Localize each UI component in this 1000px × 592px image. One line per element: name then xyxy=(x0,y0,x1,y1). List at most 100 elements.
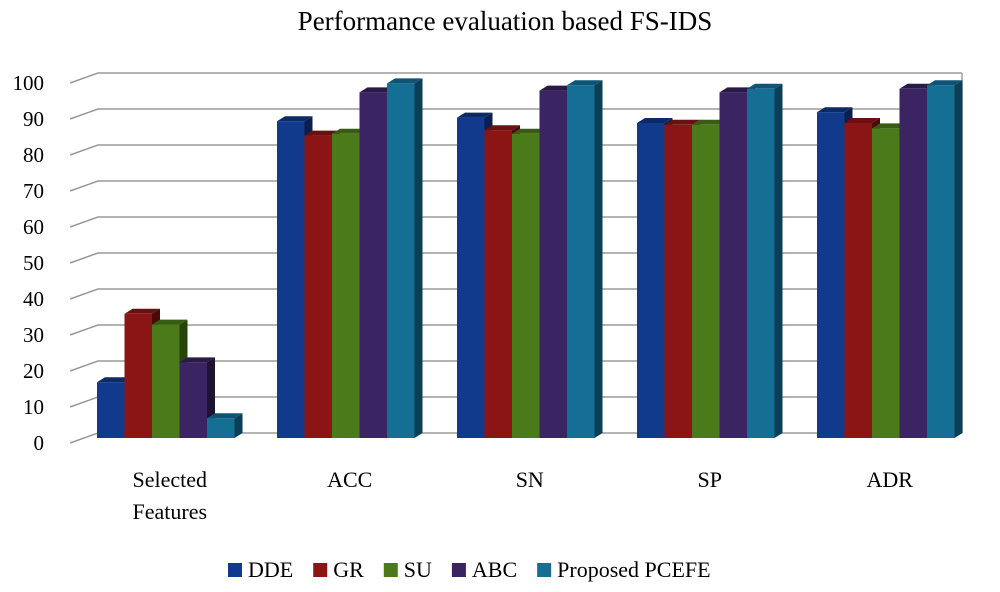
chart-title: Performance evaluation based FS-IDS xyxy=(298,6,713,36)
legend-item: Proposed PCEFE xyxy=(537,557,711,582)
legend-swatch xyxy=(313,563,328,577)
y-tick-label: 60 xyxy=(23,215,44,239)
y-tick-label: 10 xyxy=(23,395,44,419)
bar-top xyxy=(567,80,603,86)
bar-front xyxy=(152,324,180,438)
bar-top xyxy=(844,118,880,123)
bar-top xyxy=(332,128,368,134)
bar-top xyxy=(692,119,728,125)
bar-front xyxy=(899,88,927,439)
bar-top xyxy=(539,85,575,91)
bar-top xyxy=(872,123,908,129)
y-tick-label: 80 xyxy=(23,143,44,167)
bar-top xyxy=(817,107,853,113)
legend-item: DDE xyxy=(228,557,293,582)
bar-front xyxy=(457,117,485,438)
y-tick-label: 20 xyxy=(23,359,44,383)
bar-front xyxy=(332,133,360,439)
bar-front xyxy=(277,121,305,438)
bar-front xyxy=(567,85,595,438)
bar-front xyxy=(359,92,387,439)
bar-front xyxy=(637,123,665,438)
bar-side xyxy=(234,413,243,438)
bar-top xyxy=(152,319,188,325)
bar-front xyxy=(97,382,125,438)
bar-top xyxy=(179,357,215,363)
bar-top xyxy=(719,87,755,93)
legend-label: Proposed PCEFE xyxy=(557,557,710,582)
bar-top xyxy=(97,377,133,383)
bar-top xyxy=(359,87,395,93)
x-axis-labels: Selected Features ACC SN SP ADR xyxy=(132,467,913,524)
legend-swatch xyxy=(537,563,552,577)
bar xyxy=(387,78,423,439)
legend-swatch xyxy=(451,563,466,577)
bar-top xyxy=(899,83,935,89)
legend-label: ABC xyxy=(472,557,517,582)
bar xyxy=(747,83,783,439)
bar-top xyxy=(927,80,963,86)
y-tick-label: 70 xyxy=(23,179,44,203)
bar-front xyxy=(719,92,747,439)
bar-top xyxy=(304,130,340,136)
gridline xyxy=(69,72,962,84)
bar-layer xyxy=(97,78,963,439)
legend-swatch xyxy=(228,563,242,577)
bar-top xyxy=(484,125,520,131)
bar-front xyxy=(179,362,207,438)
bar-front xyxy=(747,88,775,439)
bar-front xyxy=(304,135,332,438)
y-tick-label: 50 xyxy=(23,251,44,275)
x-tick-label: SN xyxy=(516,467,544,492)
bar-top xyxy=(747,83,783,89)
bar-front xyxy=(817,112,845,438)
legend-label: DDE xyxy=(248,557,293,582)
bar-top xyxy=(277,116,313,122)
x-tick-label: ACC xyxy=(327,467,372,492)
legend-label: SU xyxy=(404,557,432,582)
legend-item: GR xyxy=(313,557,364,582)
bar-top xyxy=(124,308,160,314)
legend-item: ABC xyxy=(451,557,517,582)
bar-top xyxy=(457,112,493,118)
bar-front xyxy=(927,85,955,438)
y-tick-label: 30 xyxy=(23,323,44,347)
gridline xyxy=(69,108,962,120)
y-tick-label: 0 xyxy=(34,431,45,455)
bar-front xyxy=(872,128,900,438)
bar-top xyxy=(387,78,423,84)
bar-top xyxy=(512,128,548,134)
x-tick-label: SP xyxy=(698,467,722,492)
y-axis-ticks: 0 10 20 30 40 50 60 70 80 90 100 xyxy=(13,71,45,455)
bar xyxy=(207,413,243,438)
bar-side xyxy=(414,78,423,439)
y-tick-label: 90 xyxy=(23,107,44,131)
bar xyxy=(927,80,963,438)
y-tick-label: 100 xyxy=(13,71,45,95)
bar-side xyxy=(774,83,783,439)
x-tick-label: ADR xyxy=(867,467,914,492)
bar-front xyxy=(844,123,872,438)
legend-label: GR xyxy=(333,557,364,582)
bar-front xyxy=(539,90,567,438)
bar-top xyxy=(207,413,243,419)
bar-top xyxy=(664,119,700,125)
bar-top xyxy=(637,118,673,123)
bar-front xyxy=(387,83,415,439)
legend-swatch xyxy=(383,563,398,577)
bar-front xyxy=(484,130,512,438)
bar-front xyxy=(124,313,152,438)
bar-side xyxy=(594,80,603,438)
bar-side xyxy=(954,80,963,438)
x-tick-label: Selected Features xyxy=(132,467,207,524)
legend: DDE GR SU ABC Proposed PCEFE xyxy=(228,557,711,582)
bar-front xyxy=(207,418,235,438)
bar-front xyxy=(692,124,720,439)
bar-front xyxy=(512,133,540,439)
bar-front xyxy=(664,124,692,439)
y-tick-label: 40 xyxy=(23,287,44,311)
legend-item: SU xyxy=(383,557,432,582)
bar xyxy=(567,80,603,438)
